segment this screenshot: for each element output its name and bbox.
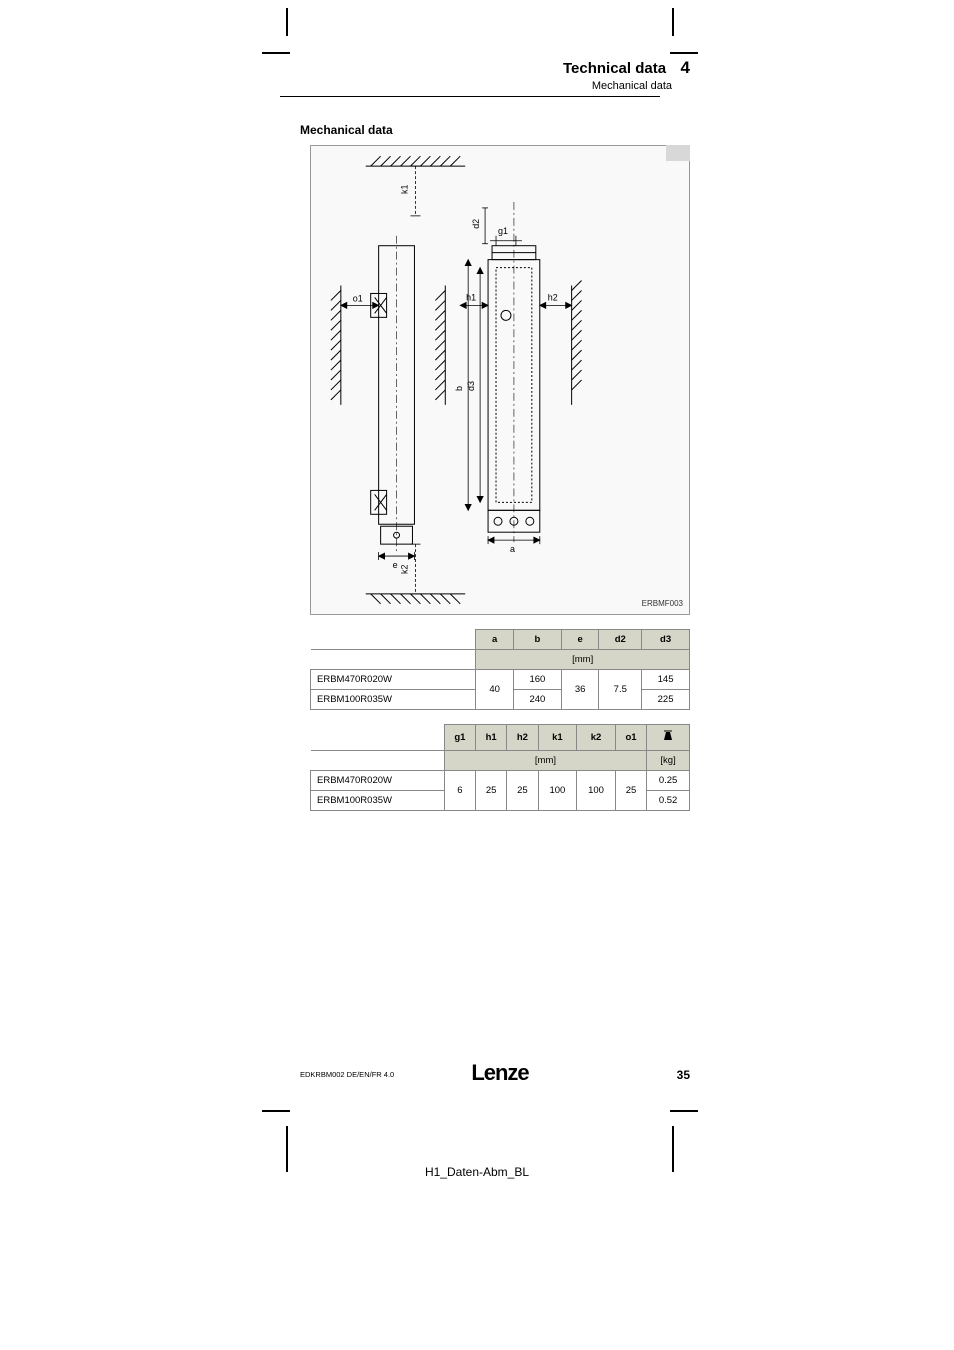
col-mass xyxy=(647,725,690,751)
unit-kg: [kg] xyxy=(647,751,690,771)
dim-d3: d3 xyxy=(466,381,476,391)
col-d2: d2 xyxy=(599,630,642,650)
col-h1: h1 xyxy=(476,725,507,751)
cell-a: 40 xyxy=(476,670,514,710)
cell-g1: 6 xyxy=(444,771,475,811)
cell-d2: 7.5 xyxy=(599,670,642,710)
col-h2: h2 xyxy=(507,725,538,751)
dim-g1: g1 xyxy=(498,226,508,236)
footer-pagenum: 35 xyxy=(677,1068,690,1082)
unit-mm: [mm] xyxy=(444,751,646,771)
figure-code: ERBMF003 xyxy=(642,599,683,608)
header-title: Technical data xyxy=(563,60,666,77)
table-header-row: g1 h1 h2 k1 k2 o1 xyxy=(311,725,690,751)
cell-b: 160 xyxy=(513,670,561,690)
table-row: ERBM470R020W 40 160 36 7.5 145 xyxy=(311,670,690,690)
row-label: ERBM470R020W xyxy=(311,771,445,791)
page-header: Technical data 4 Mechanical data xyxy=(280,0,720,97)
header-subtitle: Mechanical data xyxy=(280,80,672,92)
footer-logo: Lenze xyxy=(471,1060,528,1086)
mass-icon xyxy=(662,729,674,743)
dimensions-table-2: g1 h1 h2 k1 k2 o1 [mm] [kg] ERBM470R020W… xyxy=(310,724,690,811)
cell-k2: 100 xyxy=(577,771,616,811)
cell-b: 240 xyxy=(513,690,561,710)
col-g1: g1 xyxy=(444,725,475,751)
dim-h1: h1 xyxy=(466,292,476,302)
row-label: ERBM470R020W xyxy=(311,670,476,690)
cell-h2: 25 xyxy=(507,771,538,811)
reference-id: H1_Daten-Abm_BL xyxy=(425,1165,529,1179)
cell-m: 0.25 xyxy=(647,771,690,791)
cell-m: 0.52 xyxy=(647,791,690,811)
page-footer: EDKRBM002 DE/EN/FR 4.0 Lenze 35 xyxy=(280,1060,720,1100)
table-row: ERBM470R020W 6 25 25 100 100 25 0.25 xyxy=(311,771,690,791)
cell-e: 36 xyxy=(561,670,599,710)
col-d3: d3 xyxy=(642,630,690,650)
technical-drawing: k1 k2 o1 xyxy=(310,145,690,615)
cell-d3: 225 xyxy=(642,690,690,710)
cell-d3: 145 xyxy=(642,670,690,690)
col-k1: k1 xyxy=(538,725,577,751)
cell-h1: 25 xyxy=(476,771,507,811)
col-b: b xyxy=(513,630,561,650)
row-label: ERBM100R035W xyxy=(311,791,445,811)
col-o1: o1 xyxy=(615,725,646,751)
section-title: Mechanical data xyxy=(300,123,720,137)
footer-docid: EDKRBM002 DE/EN/FR 4.0 xyxy=(300,1070,394,1079)
dim-h2: h2 xyxy=(548,292,558,302)
table-unit-row: [mm] xyxy=(311,650,690,670)
row-label: ERBM100R035W xyxy=(311,690,476,710)
dim-k1: k1 xyxy=(399,185,409,194)
dim-b: b xyxy=(454,386,464,391)
header-chapter: 4 xyxy=(681,58,690,77)
col-e: e xyxy=(561,630,599,650)
cell-o1: 25 xyxy=(615,771,646,811)
drawing-svg: k1 k2 o1 xyxy=(311,146,689,614)
dim-k2: k2 xyxy=(399,565,409,574)
dim-d2: d2 xyxy=(471,219,481,229)
table-header-row: a b e d2 d3 xyxy=(311,630,690,650)
header-rule xyxy=(280,96,660,97)
dim-o1: o1 xyxy=(353,293,363,303)
col-k2: k2 xyxy=(577,725,616,751)
dim-a: a xyxy=(510,544,515,554)
cell-k1: 100 xyxy=(538,771,577,811)
unit-mm: [mm] xyxy=(476,650,690,670)
dimensions-table-1: a b e d2 d3 [mm] ERBM470R020W 40 160 36 … xyxy=(310,629,690,710)
col-a: a xyxy=(476,630,514,650)
page-content: Technical data 4 Mechanical data Mechani… xyxy=(280,0,720,1350)
table-unit-row: [mm] [kg] xyxy=(311,751,690,771)
dim-e: e xyxy=(393,560,398,570)
